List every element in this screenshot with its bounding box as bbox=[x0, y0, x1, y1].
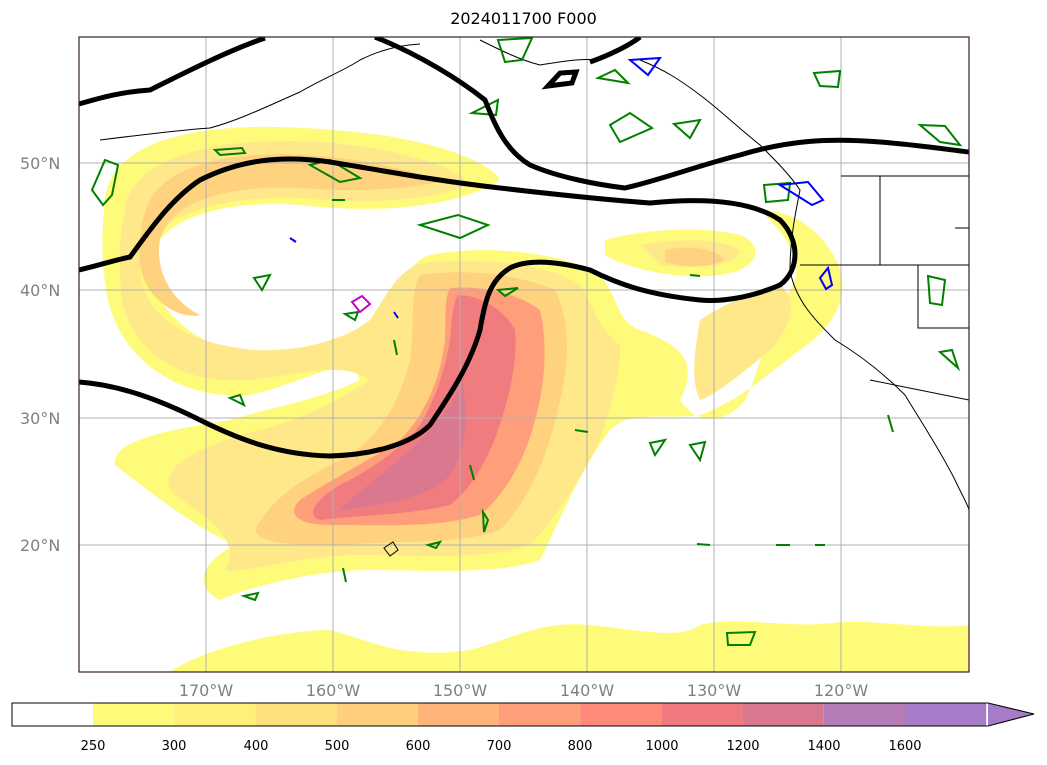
colorbar: 250 300 400 500 600 700 800 1000 1200 14… bbox=[11, 702, 1035, 754]
green-contours bbox=[90, 37, 963, 646]
colorbar-segments bbox=[12, 703, 1034, 726]
lat-label-20: 20°N bbox=[20, 536, 60, 555]
latitude-labels: 50°N 40°N 30°N 20°N bbox=[20, 154, 60, 555]
lon-label-140w: 140°W bbox=[560, 681, 615, 700]
map-frame bbox=[78, 36, 970, 673]
lon-label-130w: 130°W bbox=[687, 681, 742, 700]
colorbar-label: 700 bbox=[487, 739, 512, 754]
lat-label-50: 50°N bbox=[20, 154, 60, 173]
magenta-contour bbox=[350, 294, 372, 314]
colorbar-segment bbox=[905, 703, 987, 726]
colorbar-label: 1000 bbox=[645, 739, 678, 754]
colorbar-labels: 250 300 400 500 600 700 800 1000 1200 14… bbox=[81, 739, 922, 754]
map-title: 2024011700 F000 bbox=[450, 9, 597, 28]
colorbar-label: 500 bbox=[325, 739, 350, 754]
colorbar-label: 600 bbox=[406, 739, 431, 754]
lon-label-150w: 150°W bbox=[433, 681, 488, 700]
colorbar-extend-arrow bbox=[988, 703, 1034, 726]
lon-label-170w: 170°W bbox=[179, 681, 234, 700]
colorbar-label: 1400 bbox=[807, 739, 840, 754]
colorbar-outline bbox=[11, 702, 1035, 727]
gridlines bbox=[79, 37, 969, 672]
blue-contours bbox=[289, 56, 834, 319]
colorbar-segment bbox=[742, 703, 824, 726]
colorbar-label: 400 bbox=[244, 739, 269, 754]
longitude-labels: 170°W 160°W 150°W 140°W 130°W 120°W bbox=[179, 681, 869, 700]
colorbar-segment bbox=[174, 703, 256, 726]
colorbar-label: 1600 bbox=[888, 739, 921, 754]
colorbar-label: 800 bbox=[568, 739, 593, 754]
colorbar-segment bbox=[255, 703, 337, 726]
colorbar-label: 300 bbox=[162, 739, 187, 754]
map-area bbox=[79, 37, 969, 672]
jet-contours bbox=[79, 37, 969, 459]
colorbar-segment bbox=[417, 703, 499, 726]
lat-label-30: 30°N bbox=[20, 409, 60, 428]
lat-label-40: 40°N bbox=[20, 281, 60, 300]
colorbar-segment bbox=[336, 703, 418, 726]
colorbar-segment bbox=[580, 703, 662, 726]
colorbar-segment bbox=[823, 703, 905, 726]
colorbar-segment bbox=[661, 703, 743, 726]
colorbar-segment bbox=[499, 703, 581, 726]
colorbar-label: 250 bbox=[81, 739, 106, 754]
colorbar-label: 1200 bbox=[726, 739, 759, 754]
colorbar-segment bbox=[93, 703, 175, 726]
lon-label-120w: 120°W bbox=[814, 681, 869, 700]
colorbar-segment bbox=[12, 703, 93, 726]
lon-label-160w: 160°W bbox=[306, 681, 361, 700]
